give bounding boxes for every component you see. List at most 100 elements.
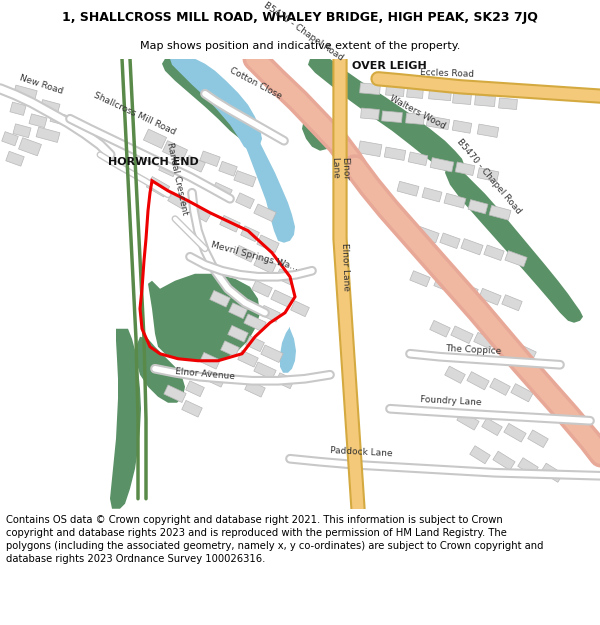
Polygon shape xyxy=(280,327,296,372)
Bar xyxy=(541,463,563,482)
Bar xyxy=(40,99,60,114)
Bar xyxy=(511,384,533,402)
Bar xyxy=(422,188,442,202)
Bar xyxy=(475,95,496,107)
Bar xyxy=(234,171,256,187)
Bar xyxy=(426,116,450,129)
Bar xyxy=(229,303,247,319)
Bar xyxy=(236,193,254,209)
Bar xyxy=(452,93,472,104)
Bar xyxy=(518,458,538,476)
Text: Map shows position and indicative extent of the property.: Map shows position and indicative extent… xyxy=(140,41,460,51)
Text: OVER LEIGH: OVER LEIGH xyxy=(352,61,427,71)
Bar xyxy=(445,366,465,383)
Bar xyxy=(406,113,424,124)
Bar xyxy=(261,345,283,362)
Bar xyxy=(182,401,202,417)
Bar xyxy=(458,282,478,299)
Bar xyxy=(254,204,276,221)
Bar xyxy=(490,378,510,396)
Bar xyxy=(252,281,272,297)
Bar xyxy=(359,83,380,94)
Polygon shape xyxy=(302,119,332,151)
Bar xyxy=(407,87,424,98)
Bar xyxy=(254,256,276,274)
Bar xyxy=(468,199,488,214)
Bar xyxy=(440,233,460,249)
Bar xyxy=(210,291,230,307)
Bar xyxy=(358,141,382,157)
Bar xyxy=(467,372,489,390)
Bar xyxy=(254,362,276,379)
Bar xyxy=(493,451,515,470)
Bar xyxy=(189,203,211,222)
Bar xyxy=(185,156,205,172)
Bar xyxy=(257,235,279,252)
Bar xyxy=(417,227,439,243)
Bar xyxy=(494,338,516,356)
Bar xyxy=(245,381,265,397)
Bar xyxy=(470,446,490,464)
Bar xyxy=(238,351,258,367)
Text: Shallcross Mill Road: Shallcross Mill Road xyxy=(92,91,177,137)
Polygon shape xyxy=(244,131,295,242)
Bar xyxy=(13,85,37,102)
Bar xyxy=(245,336,265,352)
Polygon shape xyxy=(110,329,141,509)
Bar xyxy=(158,161,178,177)
Bar xyxy=(6,151,24,166)
Bar xyxy=(482,418,502,436)
Bar xyxy=(361,108,379,119)
Polygon shape xyxy=(445,165,583,322)
Bar xyxy=(200,352,220,369)
Bar xyxy=(457,411,479,430)
Bar xyxy=(384,147,406,161)
Text: Randal Crescent: Randal Crescent xyxy=(165,141,189,216)
Bar xyxy=(228,326,248,342)
Text: Contains OS data © Crown copyright and database right 2021. This information is : Contains OS data © Crown copyright and d… xyxy=(6,515,544,564)
Polygon shape xyxy=(170,59,262,151)
Bar xyxy=(212,182,232,199)
Bar xyxy=(164,385,186,402)
Bar xyxy=(516,344,536,361)
Bar xyxy=(397,181,419,196)
Bar xyxy=(200,151,220,166)
Text: Eccles Road: Eccles Road xyxy=(420,68,474,79)
Text: Elnor Avenue: Elnor Avenue xyxy=(175,367,235,381)
Bar xyxy=(382,111,403,123)
Bar xyxy=(477,124,499,138)
Polygon shape xyxy=(148,274,260,361)
Bar xyxy=(19,138,41,156)
Bar xyxy=(2,132,18,146)
Bar xyxy=(244,314,266,331)
Bar xyxy=(477,168,499,182)
Text: Elnor
Lane: Elnor Lane xyxy=(330,157,350,181)
Polygon shape xyxy=(162,59,258,141)
Bar xyxy=(484,245,504,261)
Bar xyxy=(434,276,456,293)
Bar xyxy=(410,271,430,287)
Bar xyxy=(452,120,472,133)
Bar xyxy=(275,269,295,284)
Bar xyxy=(290,301,310,317)
Text: New Road: New Road xyxy=(18,73,64,96)
Bar xyxy=(489,206,511,220)
Bar xyxy=(430,158,454,172)
Text: B5470 - Chapel Road: B5470 - Chapel Road xyxy=(262,1,345,62)
Bar xyxy=(474,332,494,349)
Bar xyxy=(146,176,170,197)
Bar xyxy=(219,161,237,176)
Bar xyxy=(502,295,522,311)
Bar xyxy=(479,288,501,305)
Bar xyxy=(275,373,295,389)
Bar xyxy=(408,152,428,166)
Bar xyxy=(528,430,548,447)
Text: B5470 - Chapel Road: B5470 - Chapel Road xyxy=(455,138,523,216)
Bar xyxy=(29,114,47,128)
Bar xyxy=(444,193,466,208)
Text: HORWICH END: HORWICH END xyxy=(108,157,199,167)
Bar xyxy=(50,112,70,126)
Polygon shape xyxy=(308,59,465,175)
Bar xyxy=(221,341,239,357)
Bar xyxy=(455,162,475,176)
